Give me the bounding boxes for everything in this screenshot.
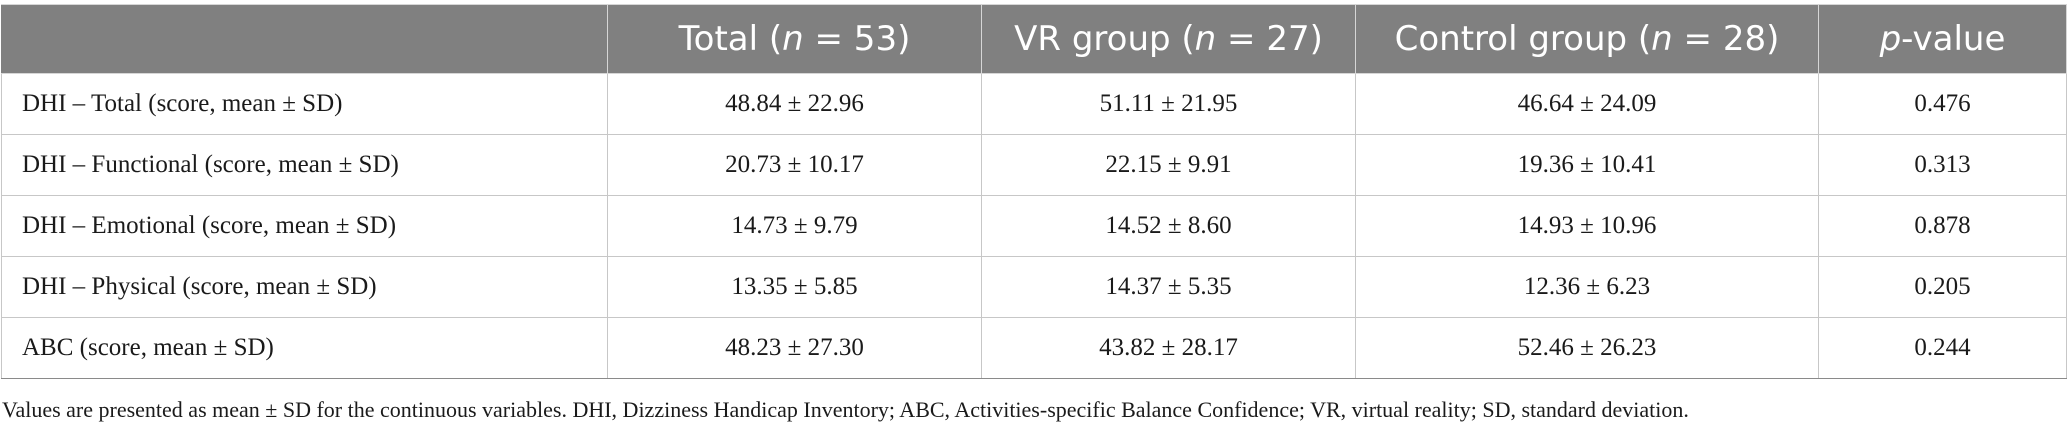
table-row: DHI – Physical (score, mean ± SD) 13.35 … bbox=[1, 256, 2067, 318]
header-total-n: n bbox=[782, 19, 804, 59]
table-footnote: Values are presented as mean ± SD for th… bbox=[2, 397, 1689, 422]
row-label: ABC (score, mean ± SD) bbox=[1, 317, 608, 379]
cell-total: 20.73 ± 10.17 bbox=[607, 134, 982, 196]
header-total: Total (n = 53) bbox=[607, 4, 982, 74]
cell-total: 13.35 ± 5.85 bbox=[607, 256, 982, 318]
cell-vr: 14.52 ± 8.60 bbox=[981, 195, 1356, 257]
cell-total: 48.23 ± 27.30 bbox=[607, 317, 982, 379]
header-row: Total (n = 53) VR group (n = 27) Control… bbox=[1, 4, 2067, 74]
table-row: DHI – Total (score, mean ± SD) 48.84 ± 2… bbox=[1, 73, 2067, 135]
table-row: DHI – Functional (score, mean ± SD) 20.7… bbox=[1, 134, 2067, 196]
cell-control: 12.36 ± 6.23 bbox=[1355, 256, 1819, 318]
header-p-italic: p bbox=[1879, 19, 1902, 59]
cell-control: 14.93 ± 10.96 bbox=[1355, 195, 1819, 257]
header-control-post: = 28) bbox=[1672, 19, 1780, 59]
cell-p-value: 0.313 bbox=[1818, 134, 2067, 196]
row-label: DHI – Emotional (score, mean ± SD) bbox=[1, 195, 608, 257]
cell-p-value: 0.205 bbox=[1818, 256, 2067, 318]
cell-vr: 22.15 ± 9.91 bbox=[981, 134, 1356, 196]
cell-total: 14.73 ± 9.79 bbox=[607, 195, 982, 257]
row-label: DHI – Physical (score, mean ± SD) bbox=[1, 256, 608, 318]
cell-p-value: 0.244 bbox=[1818, 317, 2067, 379]
table-header: Total (n = 53) VR group (n = 27) Control… bbox=[1, 4, 2067, 74]
table-row: ABC (score, mean ± SD) 48.23 ± 27.30 43.… bbox=[1, 317, 2067, 379]
data-table: Total (n = 53) VR group (n = 27) Control… bbox=[1, 4, 2067, 379]
cell-control: 19.36 ± 10.41 bbox=[1355, 134, 1819, 196]
cell-control: 46.64 ± 24.09 bbox=[1355, 73, 1819, 135]
cell-vr: 51.11 ± 21.95 bbox=[981, 73, 1356, 135]
cell-vr: 14.37 ± 5.35 bbox=[981, 256, 1356, 318]
header-control-n: n bbox=[1651, 19, 1673, 59]
header-vr-post: = 27) bbox=[1216, 19, 1323, 59]
cell-vr: 43.82 ± 28.17 bbox=[981, 317, 1356, 379]
row-label: DHI – Total (score, mean ± SD) bbox=[1, 73, 608, 135]
header-control-group: Control group (n = 28) bbox=[1355, 4, 1819, 74]
header-total-pre: Total ( bbox=[678, 19, 783, 59]
table-row: DHI – Emotional (score, mean ± SD) 14.73… bbox=[1, 195, 2067, 257]
header-p-value: p-value bbox=[1818, 4, 2067, 74]
header-total-post: = 53) bbox=[803, 19, 911, 59]
header-vr-group: VR group (n = 27) bbox=[981, 4, 1356, 74]
cell-p-value: 0.476 bbox=[1818, 73, 2067, 135]
cell-total: 48.84 ± 22.96 bbox=[607, 73, 982, 135]
header-control-pre: Control group ( bbox=[1394, 19, 1652, 59]
row-label: DHI – Functional (score, mean ± SD) bbox=[1, 134, 608, 196]
header-vr-pre: VR group ( bbox=[1014, 19, 1195, 59]
header-vr-n: n bbox=[1194, 19, 1217, 59]
header-p-post: -value bbox=[1901, 19, 2006, 59]
cell-p-value: 0.878 bbox=[1818, 195, 2067, 257]
header-empty-cell bbox=[1, 4, 608, 74]
cell-control: 52.46 ± 26.23 bbox=[1355, 317, 1819, 379]
table-body: DHI – Total (score, mean ± SD) 48.84 ± 2… bbox=[1, 73, 2067, 379]
